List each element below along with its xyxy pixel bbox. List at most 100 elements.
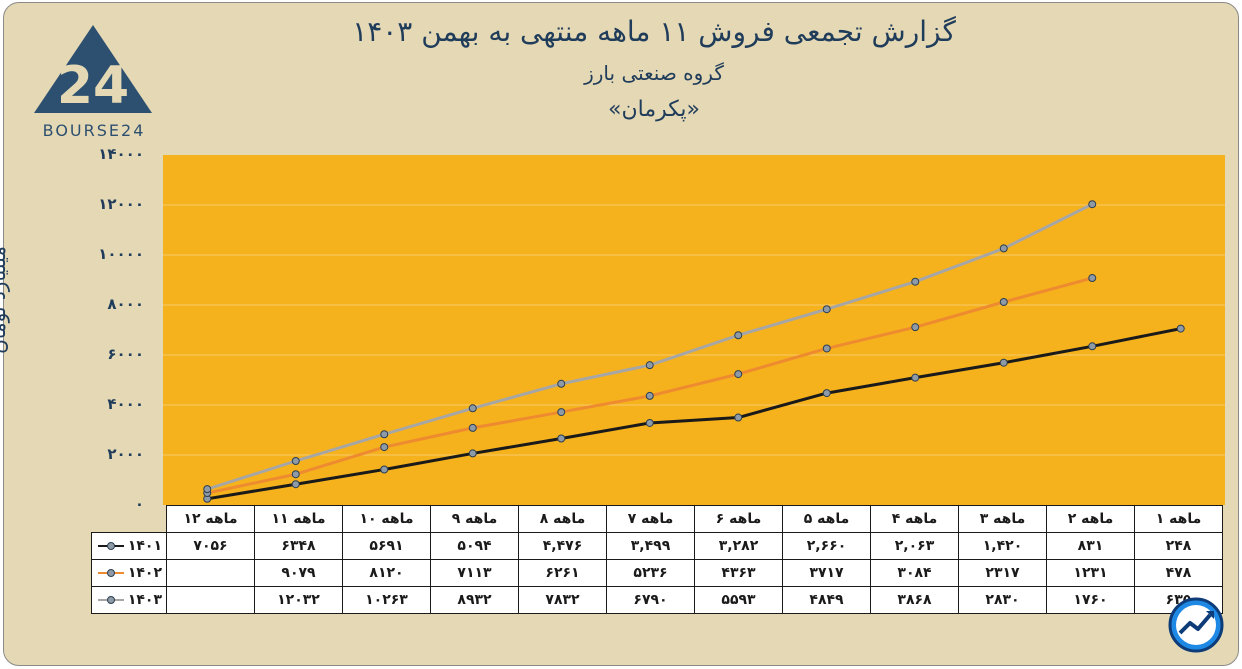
data-label: ۵۲۳۶ — [606, 559, 695, 587]
data-point — [999, 244, 1008, 253]
data-point — [468, 449, 477, 458]
data-point — [911, 323, 920, 332]
data-point — [822, 344, 831, 353]
logo-text: BOURSE24 — [42, 121, 146, 140]
legend-label: ۱۴۰۱ — [127, 538, 162, 554]
data-label: ۶۳۴۸ — [254, 532, 343, 560]
data-label: ۱۷۶۰ — [1046, 586, 1135, 614]
x-tick-label: ۱۱ ماهه — [254, 505, 343, 533]
table-corner — [92, 506, 167, 533]
data-point — [1088, 274, 1097, 283]
data-label: ۴,۴۷۶ — [518, 532, 607, 560]
data-point — [380, 430, 389, 439]
data-label: ۲۴۸ — [1134, 532, 1223, 560]
data-point — [822, 305, 831, 314]
legend-marker-icon — [107, 542, 115, 550]
data-label: ۱,۴۲۰ — [958, 532, 1047, 560]
bourse24-logo-icon: 24 — [34, 25, 152, 116]
data-label: ۱۲۰۳۲ — [254, 586, 343, 614]
data-table: ۱۲ ماهه ۱۱ ماهه ۱۰ ماهه ۹ ماهه ۸ ماهه ۷ ماهه ۶… — [91, 505, 1223, 614]
y-axis-label: میلیارد تومان — [0, 246, 10, 354]
data-label — [166, 586, 255, 614]
x-tick-label: ۹ ماهه — [430, 505, 519, 533]
y-tick-label: ۱۲۰۰۰ — [98, 195, 144, 213]
data-label — [166, 559, 255, 587]
data-point — [911, 277, 920, 286]
y-tick-label: ۸۰۰۰ — [107, 295, 144, 313]
chart-title: گزارش تجمعی فروش ۱۱ ماهه منتهی به بهمن ۱… — [352, 15, 956, 48]
y-tick-label: ۶۰۰۰ — [107, 345, 144, 363]
data-point — [645, 361, 654, 370]
y-tick-label: ۰ — [134, 495, 144, 513]
y-tick-label: ۲۰۰۰ — [107, 445, 144, 463]
data-point — [999, 298, 1008, 306]
data-label: ۹۰۷۹ — [254, 559, 343, 587]
data-point — [1176, 324, 1185, 333]
y-tick-label: ۱۰۰۰۰ — [98, 245, 144, 263]
company-name: «پکرمان» — [608, 97, 700, 122]
y-tick-label: ۱۴۰۰۰ — [98, 145, 144, 163]
data-label: ۲,۰۶۳ — [870, 532, 959, 560]
data-label: ۱۲۳۱ — [1046, 559, 1135, 587]
data-point — [557, 379, 566, 388]
data-point — [734, 370, 743, 379]
legend-marker-icon — [107, 596, 115, 604]
data-label: ۷۱۱۳ — [430, 559, 519, 587]
data-label: ۶۷۹۰ — [606, 586, 695, 614]
legend-label: ۱۴۰۳ — [127, 592, 162, 608]
data-label: ۴۳۶۳ — [694, 559, 783, 587]
data-point — [203, 485, 212, 494]
x-tick-label: ۴ ماهه — [870, 505, 959, 533]
x-tick-label: ۱۲ ماهه — [166, 505, 255, 533]
series-line — [206, 276, 1093, 495]
data-point — [380, 443, 389, 452]
table-header-row: ۱۲ ماهه ۱۱ ماهه ۱۰ ماهه ۹ ماهه ۸ ماهه ۷ ماهه ۶… — [92, 505, 1223, 533]
table-row: ۱۴۰۳ ۱۲۰۳۲ ۱۰۲۶۳ ۸۹۳۲ ۷۸۳۲ ۶۷۹۰ ۵۵۹۳ ۴۸۴۹ ۳۸۶۸ ۲۸… — [91, 586, 1223, 614]
data-point — [734, 331, 743, 340]
trending-up-badge-icon — [1168, 597, 1224, 653]
data-point — [1088, 200, 1097, 209]
data-label: ۳۰۸۴ — [870, 559, 959, 587]
table-row: ۱۴۰۲ ۹۰۷۹ ۸۱۲۰ ۷۱۱۳ ۶۲۶۱ ۵۲۳۶ ۴۳۶۳ ۳۷۱۷ ۳۰۸۴ ۲۳۱۷… — [91, 559, 1223, 587]
data-label: ۲,۶۶۰ — [782, 532, 871, 560]
data-label: ۲۳۱۷ — [958, 559, 1047, 587]
legend-entry: ۱۴۰۲ — [91, 559, 167, 587]
logo-mark: 24 — [57, 56, 129, 116]
data-label: ۳۷۱۷ — [782, 559, 871, 587]
x-tick-label: ۶ ماهه — [694, 505, 783, 533]
x-tick-label: ۱ ماهه — [1134, 505, 1223, 533]
data-label: ۱۰۲۶۳ — [342, 586, 431, 614]
x-tick-label: ۵ ماهه — [782, 505, 871, 533]
data-label: ۵۶۹۱ — [342, 532, 431, 560]
x-tick-label: ۳ ماهه — [958, 505, 1047, 533]
data-label: ۷۸۳۲ — [518, 586, 607, 614]
data-point — [291, 480, 300, 489]
data-label: ۸۱۲۰ — [342, 559, 431, 587]
data-label: ۸۳۱ — [1046, 532, 1135, 560]
x-tick-label: ۲ ماهه — [1046, 505, 1135, 533]
data-point — [911, 373, 920, 382]
data-label: ۳۸۶۸ — [870, 586, 959, 614]
chart-subtitle: گروه صنعتی بارز — [584, 61, 724, 85]
legend-label: ۱۴۰۲ — [127, 565, 162, 581]
data-point — [1088, 342, 1097, 351]
data-label: ۳,۲۸۲ — [694, 532, 783, 560]
data-label: ۸۹۳۲ — [430, 586, 519, 614]
data-label: ۶۲۶۱ — [518, 559, 607, 587]
data-point — [645, 391, 654, 400]
data-label: ۵۰۹۴ — [430, 532, 519, 560]
x-tick-label: ۸ ماهه — [518, 505, 607, 533]
legend-entry: ۱۴۰۱ — [91, 532, 167, 560]
data-label: ۷۰۵۶ — [166, 532, 255, 560]
data-point — [734, 413, 743, 422]
x-tick-label: ۷ ماهه — [606, 505, 695, 533]
series-line — [207, 327, 1182, 501]
data-label: ۲۸۳۰ — [958, 586, 1047, 614]
data-point — [999, 358, 1008, 367]
x-tick-label: ۱۰ ماهه — [342, 505, 431, 533]
data-label: ۵۵۹۳ — [694, 586, 783, 614]
data-point — [822, 389, 831, 398]
legend-marker-icon — [107, 569, 115, 577]
y-tick-label: ۴۰۰۰ — [107, 395, 144, 413]
data-label: ۳,۴۹۹ — [606, 532, 695, 560]
